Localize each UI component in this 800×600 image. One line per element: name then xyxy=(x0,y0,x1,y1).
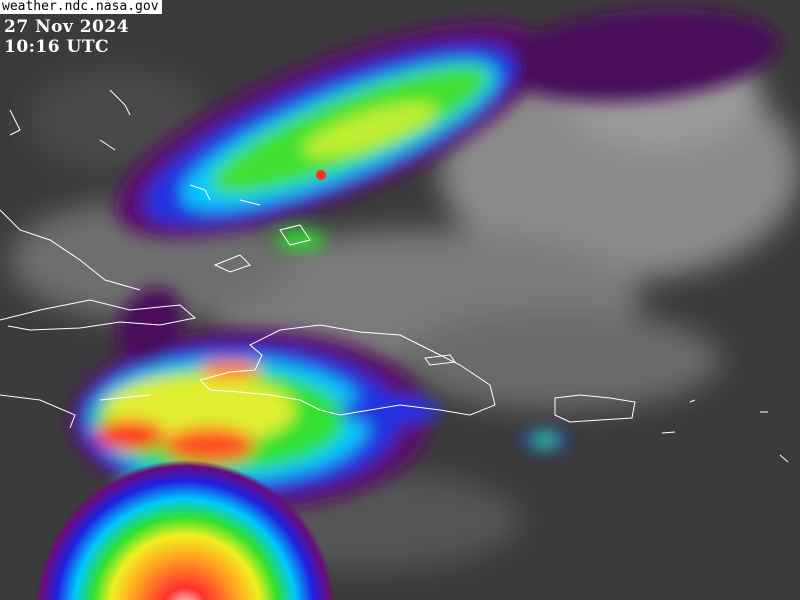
northern-storm-band xyxy=(115,8,780,250)
date-label: 27 Nov 2024 xyxy=(4,17,130,37)
source-label: weather.ndc.nasa.gov xyxy=(0,0,162,14)
time-label: 10:16 UTC xyxy=(4,37,110,57)
storm-core xyxy=(316,170,326,180)
bottom-storm xyxy=(35,459,335,600)
cloud-field xyxy=(10,30,800,570)
coastlines xyxy=(0,89,789,463)
